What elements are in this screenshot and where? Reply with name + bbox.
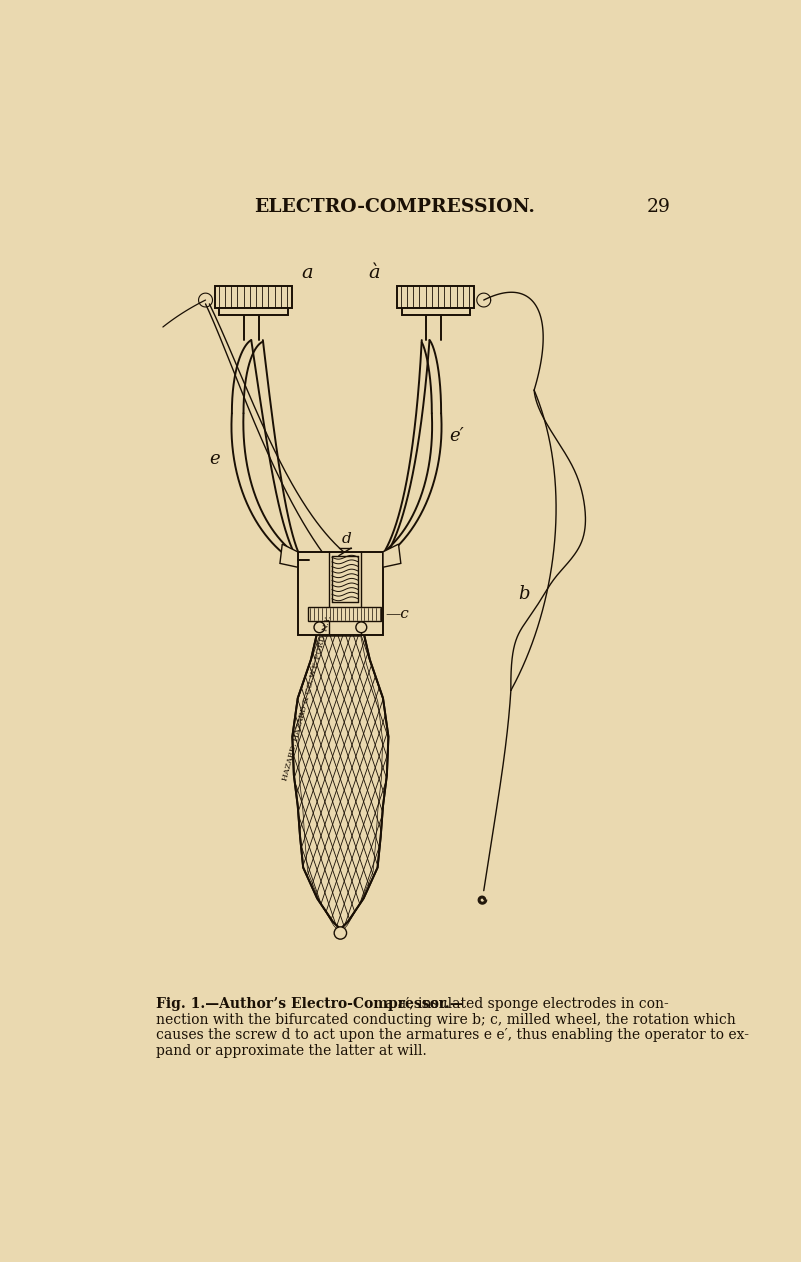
Text: d: d bbox=[342, 531, 352, 545]
Circle shape bbox=[314, 622, 325, 632]
Bar bbox=[397, 286, 474, 308]
Text: à: à bbox=[368, 264, 380, 283]
Text: ELECTRO-COMPRESSION.: ELECTRO-COMPRESSION. bbox=[254, 198, 535, 216]
Text: b: b bbox=[518, 586, 530, 603]
Polygon shape bbox=[280, 544, 298, 567]
Bar bbox=[308, 607, 381, 621]
Circle shape bbox=[334, 926, 347, 939]
Polygon shape bbox=[292, 632, 388, 929]
Text: e′: e′ bbox=[449, 428, 464, 445]
Text: HAZARD, HAZARD & CO. W.F. FORD, N.Y.: HAZARD, HAZARD & CO. W.F. FORD, N.Y. bbox=[280, 615, 332, 781]
Bar bbox=[219, 308, 288, 316]
Bar bbox=[298, 551, 383, 635]
Text: a a′, insulated sponge electrodes in con-: a a′, insulated sponge electrodes in con… bbox=[384, 997, 668, 1011]
Text: e: e bbox=[210, 451, 220, 468]
Text: a: a bbox=[302, 264, 313, 283]
Text: pand or approximate the latter at will.: pand or approximate the latter at will. bbox=[156, 1044, 427, 1059]
Circle shape bbox=[356, 622, 367, 632]
Text: —c: —c bbox=[385, 607, 409, 621]
Polygon shape bbox=[383, 544, 400, 567]
Text: Fig. 1.—Author’s Electro-Compressor.—: Fig. 1.—Author’s Electro-Compressor.— bbox=[156, 997, 464, 1011]
Text: 29: 29 bbox=[646, 198, 670, 216]
Text: nection with the bifurcated conducting wire b; c, milled wheel, the rotation whi: nection with the bifurcated conducting w… bbox=[156, 1012, 735, 1027]
Text: causes the screw d to act upon the armatures e e′, thus enabling the operator to: causes the screw d to act upon the armat… bbox=[156, 1029, 749, 1042]
Bar bbox=[401, 308, 470, 316]
Bar bbox=[215, 286, 292, 308]
